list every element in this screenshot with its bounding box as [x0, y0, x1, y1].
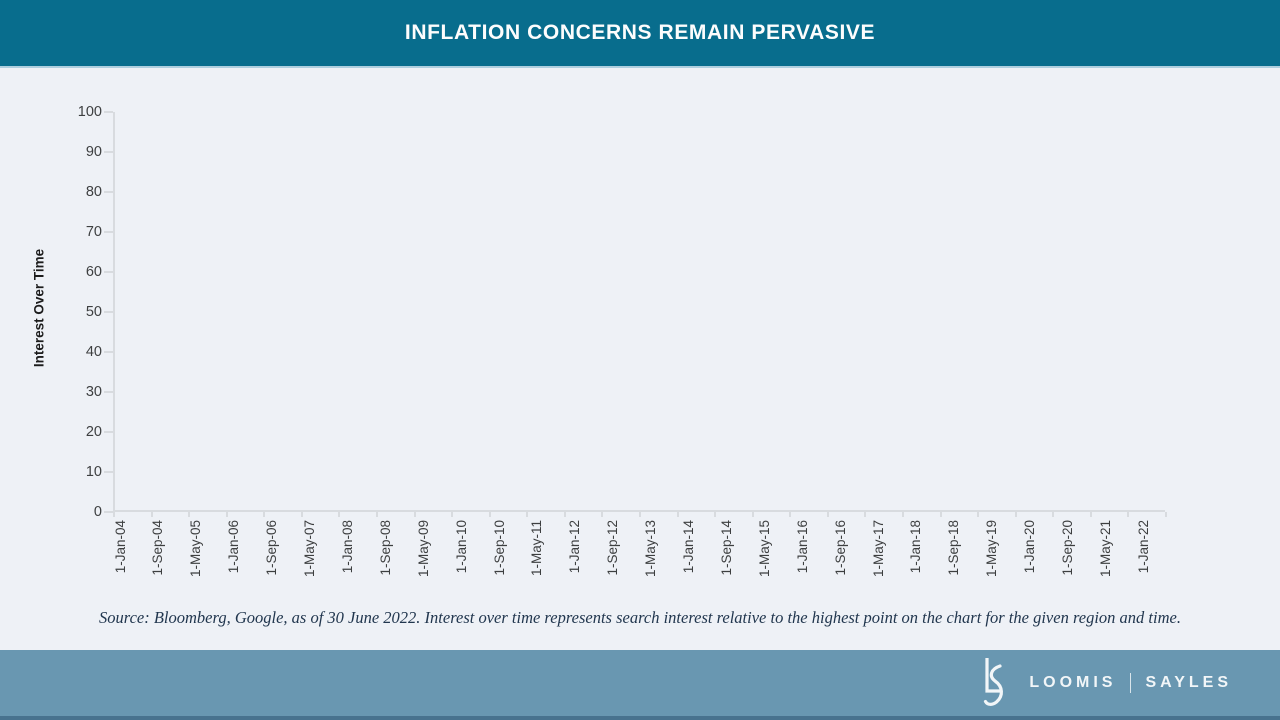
x-tick-mark [1165, 512, 1167, 517]
slide-footer: LOOMIS SAYLES [0, 650, 1280, 716]
y-tick-mark [104, 271, 113, 273]
x-tick-label: 1-Sep-14 [718, 520, 734, 576]
y-tick-label: 0 [93, 504, 102, 520]
brand-name-loomis: LOOMIS [1029, 674, 1117, 691]
y-tick-label: 30 [85, 384, 102, 400]
y-tick-mark [104, 311, 113, 313]
x-tick-label: 1-May-05 [188, 520, 204, 578]
x-tick-label: 1-May-15 [756, 520, 772, 578]
plot-area [113, 112, 1165, 512]
y-tick-label: 60 [85, 264, 102, 280]
y-tick-label: 90 [85, 144, 102, 160]
x-tick-mark [150, 512, 153, 517]
x-tick-mark [601, 512, 604, 517]
x-tick-mark [826, 512, 829, 517]
x-tick-label: 1-Jan-22 [1135, 520, 1151, 574]
source-note: Source: Bloomberg, Google, as of 30 June… [99, 608, 1181, 627]
x-tick-label: 1-May-11 [529, 520, 545, 577]
x-tick-mark [376, 512, 378, 517]
x-tick-mark [488, 512, 491, 517]
y-tick-mark [104, 231, 113, 233]
x-tick-label: 1-May-09 [415, 520, 431, 578]
x-tick-mark [113, 512, 115, 517]
x-tick-label: 1-May-17 [870, 520, 886, 578]
x-tick-mark [188, 512, 191, 517]
x-tick-mark [1014, 512, 1017, 517]
x-tick-label: 1-Jan-06 [226, 520, 242, 574]
x-tick-mark [300, 512, 303, 517]
x-tick-label: 1-Jan-14 [681, 520, 696, 574]
x-tick-mark [902, 512, 904, 517]
x-tick-label: 1-Jan-18 [908, 520, 924, 574]
x-tick-mark [225, 512, 228, 517]
x-tick-label: 1-May-21 [1097, 520, 1113, 578]
y-tick-label: 50 [85, 304, 102, 320]
brand-divider [1130, 673, 1132, 693]
x-tick-label: 1-Sep-04 [150, 520, 166, 576]
y-tick-mark [104, 151, 113, 153]
x-tick-mark [977, 512, 980, 517]
footer-accent-strip [0, 716, 1280, 720]
x-tick-label: 1-Jan-08 [339, 520, 355, 574]
y-tick-mark [104, 511, 113, 513]
x-tick-label: 1-May-07 [302, 520, 317, 578]
y-tick-label: 80 [85, 184, 102, 200]
x-tick-mark [1127, 512, 1130, 517]
y-tick-mark [104, 391, 113, 393]
x-tick-mark [451, 512, 454, 517]
ls-monogram-icon [984, 658, 1004, 706]
x-tick-mark [789, 512, 792, 517]
y-tick-label: 20 [85, 424, 102, 440]
x-tick-mark [676, 512, 679, 517]
x-tick-label: 1-Jan-04 [112, 520, 128, 574]
x-tick-mark [413, 512, 416, 517]
y-tick-label: 10 [85, 464, 102, 480]
x-tick-mark [338, 512, 341, 517]
x-tick-label: 1-Jan-12 [567, 520, 583, 574]
brand-lockup: LOOMIS SAYLES [973, 655, 1232, 711]
slide-header: INFLATION CONCERNS REMAIN PERVASIVE [0, 0, 1280, 68]
x-tick-label: 1-Sep-06 [264, 520, 280, 576]
x-tick-mark [1089, 512, 1092, 517]
x-tick-label: 1-Sep-16 [832, 520, 848, 576]
x-tick-mark [639, 512, 641, 517]
x-tick-label: 1-Jan-20 [1022, 520, 1038, 574]
x-tick-label: 1-May-13 [643, 520, 659, 578]
x-tick-mark [714, 512, 717, 517]
y-tick-mark [104, 191, 113, 193]
y-tick-mark [104, 351, 113, 353]
x-tick-mark [526, 512, 529, 517]
x-tick-label: 1-Sep-12 [605, 520, 621, 576]
x-tick-mark [263, 512, 266, 517]
x-tick-mark [864, 512, 867, 517]
x-tick-label: 1-Jan-10 [453, 520, 469, 574]
x-tick-mark [1052, 512, 1055, 517]
x-tick-label: 1-Jan-16 [794, 520, 810, 574]
y-tick-mark [104, 111, 113, 113]
y-tick-label: 40 [85, 344, 102, 360]
y-tick-label: 100 [77, 104, 102, 120]
x-tick-label: 1-Sep-18 [946, 520, 962, 576]
slide-title: INFLATION CONCERNS REMAIN PERVASIVE [404, 21, 876, 44]
y-tick-mark [104, 471, 113, 473]
x-tick-mark [751, 512, 754, 517]
x-tick-mark [939, 512, 942, 517]
y-tick-mark [104, 431, 113, 433]
y-tick-label: 70 [85, 224, 102, 240]
x-tick-label: 1-Sep-08 [377, 520, 393, 576]
x-tick-label: 1-May-19 [984, 520, 1000, 578]
brand-name-sayles: SAYLES [1145, 674, 1232, 691]
x-tick-label: 1-Sep-10 [491, 520, 507, 576]
x-tick-label: 1-Sep-20 [1060, 520, 1075, 576]
x-tick-mark [563, 512, 566, 517]
